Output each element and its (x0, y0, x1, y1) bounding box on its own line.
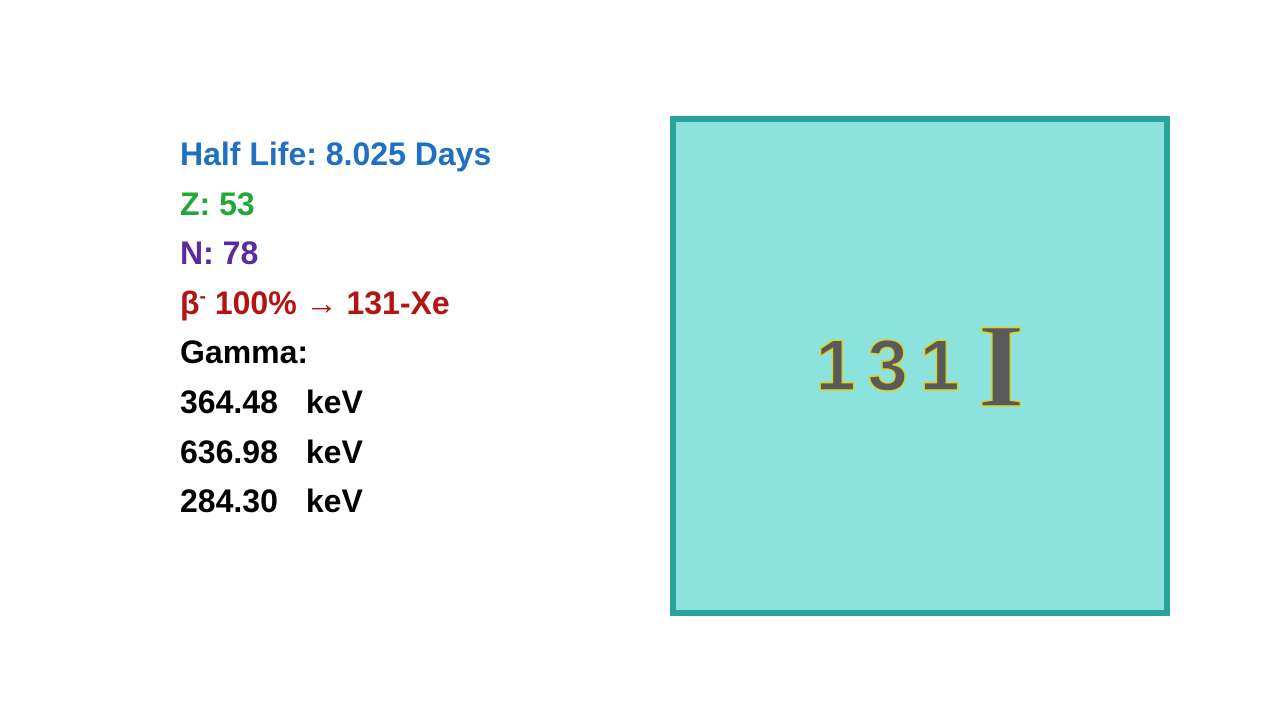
z-label: Z: (180, 186, 210, 222)
element-symbol: I (978, 318, 1025, 414)
decay-arrow: → (306, 285, 338, 321)
half-life-row: Half Life: 8.025 Days (180, 130, 660, 180)
atomic-number-row: Z: 53 (180, 180, 660, 230)
z-value: 53 (219, 186, 255, 222)
half-life-label: Half Life: (180, 136, 317, 172)
neutron-number-row: N: 78 (180, 229, 660, 279)
half-life-value: 8.025 Days (326, 136, 491, 172)
properties-panel: Half Life: 8.025 Days Z: 53 N: 78 β- 100… (180, 130, 660, 527)
n-label: N: (180, 235, 214, 271)
mass-number: 131 (816, 325, 972, 407)
isotope-tile-inner: 131I (676, 122, 1164, 610)
decay-row: β- 100% → 131-Xe (180, 279, 660, 329)
gamma-heading: Gamma: (180, 328, 660, 378)
isotope-infographic: Half Life: 8.025 Days Z: 53 N: 78 β- 100… (0, 0, 1280, 720)
gamma-unit: keV (306, 378, 363, 428)
decay-mode: β (180, 285, 200, 321)
isotope-tile: 131I (670, 116, 1170, 616)
gamma-energy: 636.98 (180, 434, 278, 470)
gamma-energy: 284.30 (180, 483, 278, 519)
gamma-line-2: 284.30 keV (180, 477, 660, 527)
n-value: 78 (223, 235, 259, 271)
gamma-line-0: 364.48 keV (180, 378, 660, 428)
gamma-unit: keV (306, 428, 363, 478)
gamma-energy: 364.48 (180, 384, 278, 420)
gamma-line-1: 636.98 keV (180, 428, 660, 478)
gamma-unit: keV (306, 477, 363, 527)
decay-daughter: 131-Xe (346, 285, 449, 321)
decay-superscript: - (200, 286, 206, 307)
decay-branch: 100% (215, 285, 297, 321)
